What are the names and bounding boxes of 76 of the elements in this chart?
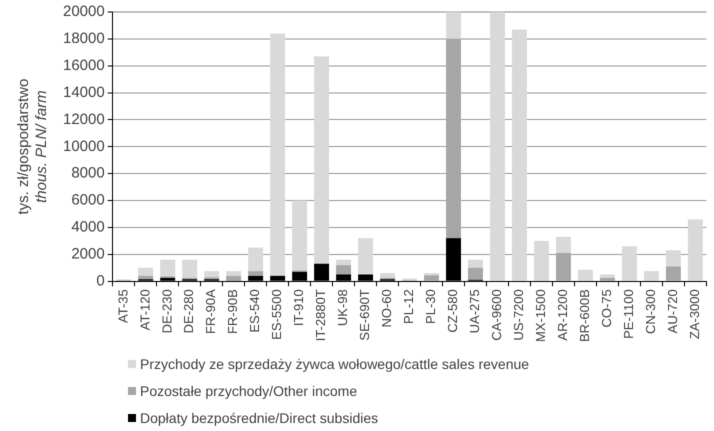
bar xyxy=(160,260,176,277)
x-tick-label: FR-90B xyxy=(225,289,240,334)
y-tick-label: 14000 xyxy=(62,84,105,101)
x-tick-label: ES-5500 xyxy=(269,289,284,340)
x-tick-label: DE-230 xyxy=(159,289,174,334)
x-tick-label: PL-30 xyxy=(423,289,438,324)
x-tick-label: NO-60 xyxy=(379,289,394,328)
x-tick-label: SE-690T xyxy=(357,289,372,341)
x-tick-label: AT-35 xyxy=(115,289,130,323)
bar xyxy=(336,265,352,275)
y-axis-title: tys. zł/gospodarstwo thous. PLN/ farm xyxy=(15,78,50,215)
x-tick-label: CZ-580 xyxy=(445,289,460,333)
y-tick-label: 0 xyxy=(96,272,105,290)
x-tick-label: PE-1100 xyxy=(620,289,636,339)
bar xyxy=(644,271,659,281)
bar xyxy=(138,276,154,280)
y-tick-label: 2000 xyxy=(71,245,105,262)
bar xyxy=(380,273,396,278)
bar xyxy=(446,12,461,39)
bar xyxy=(688,219,703,281)
y-tick-label: 6000 xyxy=(71,192,105,209)
x-tick-label: BR-600B xyxy=(577,289,592,342)
y-tick-label: 16000 xyxy=(62,56,105,74)
x-tick-label: IT-2880T xyxy=(313,289,328,342)
bar xyxy=(512,30,527,281)
bar xyxy=(556,252,571,281)
bar xyxy=(490,12,505,281)
bar xyxy=(468,260,483,268)
bar xyxy=(666,266,681,281)
bar xyxy=(226,271,242,276)
x-tick-label: CN-300 xyxy=(642,289,658,334)
y-tick-label: 10000 xyxy=(62,138,105,155)
bar xyxy=(248,248,264,272)
bar xyxy=(578,270,593,281)
x-tick-label: ES-540 xyxy=(247,289,262,333)
bar xyxy=(468,268,483,280)
x-tick-label: IT-910 xyxy=(291,289,306,326)
y-tick-label: 12000 xyxy=(62,110,105,128)
bar xyxy=(138,268,154,276)
x-tick-label: DE-280 xyxy=(181,289,196,334)
bar xyxy=(534,240,549,281)
legend-label: Dopłaty bezpośrednie/Direct subsidies xyxy=(140,410,378,426)
x-tick-label: AR-1200 xyxy=(555,289,570,341)
bar xyxy=(622,246,637,281)
bar xyxy=(600,278,615,281)
bar xyxy=(248,271,264,276)
bar xyxy=(226,276,242,281)
x-tick-label: CO-75 xyxy=(598,289,614,328)
legend-label: Pozostałe przychody/Other income xyxy=(140,382,358,398)
bar xyxy=(204,271,220,278)
bar xyxy=(182,260,198,278)
bar xyxy=(270,34,286,276)
bar xyxy=(600,274,615,278)
y-tick-label: 8000 xyxy=(71,164,105,182)
bar xyxy=(556,236,571,253)
bar xyxy=(336,260,352,266)
y-tick-label: 18000 xyxy=(62,30,105,48)
legend-label: Przychody ze sprzedaży żywca wołowego/cattle sales revenue xyxy=(140,356,530,372)
bar xyxy=(292,200,308,270)
x-tick-label: UA-275 xyxy=(467,289,482,334)
bar xyxy=(358,238,374,275)
x-tick-label: ZA-3000 xyxy=(686,289,702,340)
y-tick-label: 4000 xyxy=(71,218,105,236)
x-tick-label: AU-720 xyxy=(664,289,680,334)
x-tick-label: MX-1500 xyxy=(533,289,548,342)
bar xyxy=(446,38,461,238)
x-tick-label: CA-9600 xyxy=(489,289,504,341)
bar xyxy=(314,56,330,264)
x-tick-label: PL-12 xyxy=(401,289,416,324)
bar xyxy=(424,275,439,281)
y-tick-label: 20000 xyxy=(62,3,105,20)
x-tick-label: FR-90A xyxy=(203,288,218,334)
bar xyxy=(666,250,681,266)
x-tick-label: UK-98 xyxy=(335,289,350,326)
x-tick-label: US-7200 xyxy=(511,289,526,341)
x-tick-label: AT-120 xyxy=(137,289,152,330)
